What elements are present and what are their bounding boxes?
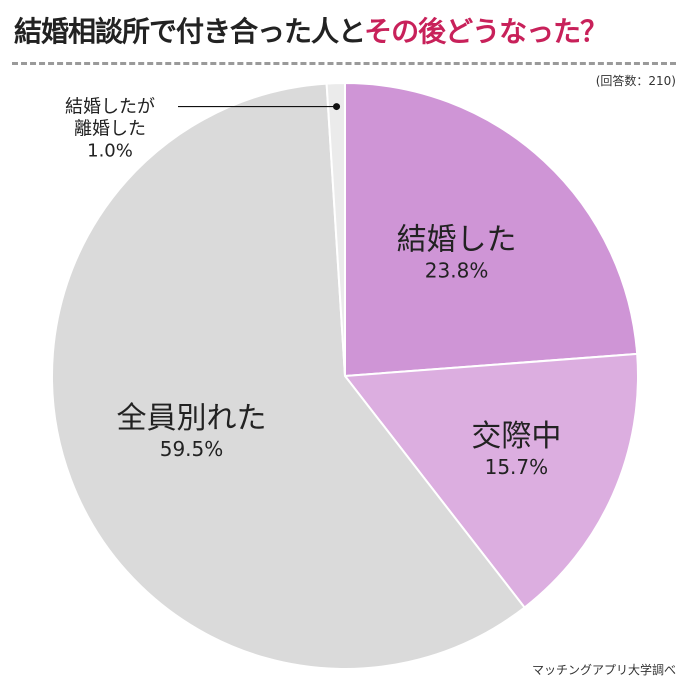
- respondent-count: (回答数：210): [595, 74, 676, 88]
- title-accent: その後どうなった？: [364, 15, 608, 48]
- slice-value-1: 15.7%: [485, 455, 549, 479]
- pie-slice-2: [51, 82, 526, 670]
- source-credit: マッチングアプリ大学調べ: [531, 663, 676, 677]
- title-divider: [12, 62, 676, 65]
- pie-slices: [51, 81, 639, 670]
- callout-name-line-1: 離婚した: [74, 119, 146, 140]
- slice-value-0: 23.8%: [425, 259, 489, 283]
- title-main: 結婚相談所で付き合った人と: [14, 15, 365, 48]
- slice-value-2: 59.5%: [160, 437, 224, 461]
- pie-slice-0: [344, 81, 639, 378]
- pie-slice-1: [343, 352, 639, 609]
- slice-name-2: 全員別れた: [117, 401, 267, 436]
- callout-name-line-0: 結婚したが: [65, 97, 155, 118]
- pie-slice-3: [325, 81, 346, 377]
- slice-name-1: 交際中: [471, 419, 561, 454]
- slice-name-0: 結婚した: [397, 223, 517, 258]
- page-title: 結婚相談所で付き合った人とその後どうなった？: [14, 10, 608, 50]
- callout-value: 1.0%: [87, 141, 133, 162]
